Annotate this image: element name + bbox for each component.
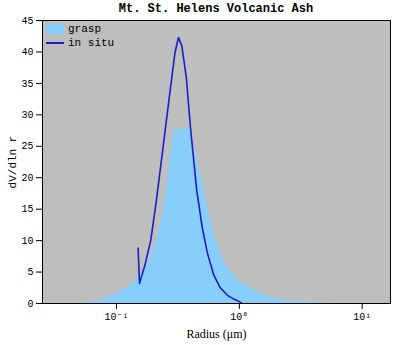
svg-text:10⁰: 10⁰ xyxy=(230,312,248,323)
svg-text:40: 40 xyxy=(21,47,33,58)
svg-text:15: 15 xyxy=(21,204,33,215)
svg-text:25: 25 xyxy=(21,141,33,152)
html-text:grasp: grasp xyxy=(68,23,101,35)
html-text:Mt. St. Helens Volcanic Ash: Mt. St. Helens Volcanic Ash xyxy=(118,2,314,16)
svg-text:Radius (μm): Radius (μm) xyxy=(186,327,246,341)
svg-text:20: 20 xyxy=(21,173,33,184)
svg-text:35: 35 xyxy=(21,79,33,90)
svg-text:5: 5 xyxy=(27,267,33,278)
svg-text:30: 30 xyxy=(21,110,33,121)
svg-text:10⁻¹: 10⁻¹ xyxy=(104,312,128,323)
svg-text:dV/dln r: dV/dln r xyxy=(7,136,19,189)
svg-text:10: 10 xyxy=(21,236,33,247)
svg-text:45: 45 xyxy=(21,16,33,27)
html-text:in situ: in situ xyxy=(68,37,115,49)
svg-text:0: 0 xyxy=(27,299,33,310)
svg-text:10¹: 10¹ xyxy=(353,312,371,323)
